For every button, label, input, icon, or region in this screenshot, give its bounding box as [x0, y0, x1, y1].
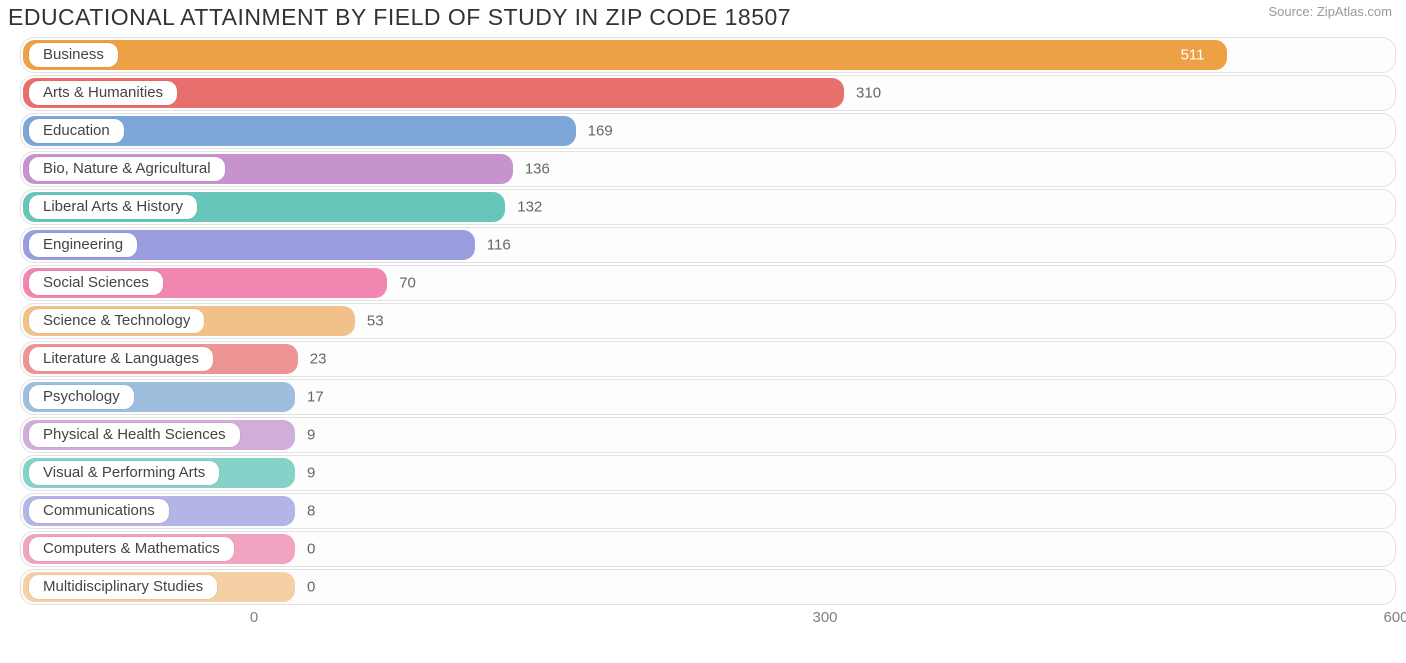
- category-pill: Liberal Arts & History: [29, 195, 197, 219]
- source-credit: Source: ZipAtlas.com: [1268, 4, 1392, 19]
- bar-row: Arts & Humanities 310: [8, 75, 1398, 111]
- bar-value: 0: [307, 541, 315, 558]
- category-pill: Arts & Humanities: [29, 81, 177, 105]
- bar-fill: [23, 40, 1227, 70]
- category-pill: Communications: [29, 499, 169, 523]
- category-pill: Computers & Mathematics: [29, 537, 234, 561]
- category-pill: Social Sciences: [29, 271, 163, 295]
- bar-value: 132: [517, 199, 542, 216]
- x-tick: 0: [250, 609, 258, 626]
- category-pill: Bio, Nature & Agricultural: [29, 157, 225, 181]
- category-pill: Engineering: [29, 233, 137, 257]
- bar-value: 17: [307, 389, 324, 406]
- bar-row: Liberal Arts & History 132: [8, 189, 1398, 225]
- category-pill: Education: [29, 119, 124, 143]
- bar-value: 511: [1181, 47, 1384, 64]
- bar-row: Bio, Nature & Agricultural 136: [8, 151, 1398, 187]
- x-tick: 600: [1383, 609, 1406, 626]
- category-pill: Science & Technology: [29, 309, 204, 333]
- bar-value: 169: [588, 123, 613, 140]
- source-name: ZipAtlas.com: [1317, 4, 1392, 19]
- bar-row: Computers & Mathematics 0: [8, 531, 1398, 567]
- category-pill: Multidisciplinary Studies: [29, 575, 217, 599]
- category-pill: Visual & Performing Arts: [29, 461, 219, 485]
- source-label: Source:: [1268, 4, 1316, 19]
- bar-row: Engineering 116: [8, 227, 1398, 263]
- bar-value: 53: [367, 313, 384, 330]
- bar-chart: Business 511 Arts & Humanities 310 Education…: [8, 37, 1398, 663]
- bar-row: Education 169: [8, 113, 1398, 149]
- chart-title: EDUCATIONAL ATTAINMENT BY FIELD OF STUDY…: [8, 4, 791, 31]
- bar-value: 70: [399, 275, 416, 292]
- bar-row: Communications 8: [8, 493, 1398, 529]
- bar-row: Literature & Languages 23: [8, 341, 1398, 377]
- bar-row: Visual & Performing Arts 9: [8, 455, 1398, 491]
- bar-row: Physical & Health Sciences 9: [8, 417, 1398, 453]
- bar-row: Science & Technology 53: [8, 303, 1398, 339]
- category-pill: Business: [29, 43, 118, 67]
- bar-row: Business 511: [8, 37, 1398, 73]
- category-pill: Literature & Languages: [29, 347, 213, 371]
- category-pill: Physical & Health Sciences: [29, 423, 240, 447]
- bar-value: 310: [856, 85, 881, 102]
- bar-value: 0: [307, 579, 315, 596]
- bar-row: Psychology 17: [8, 379, 1398, 415]
- x-tick: 300: [812, 609, 837, 626]
- x-axis: 0300600: [8, 609, 1398, 633]
- bar-value: 8: [307, 503, 315, 520]
- category-pill: Psychology: [29, 385, 134, 409]
- bar-value: 116: [487, 237, 511, 254]
- bar-value: 23: [310, 351, 327, 368]
- bar-row: Multidisciplinary Studies 0: [8, 569, 1398, 605]
- bar-value: 9: [307, 465, 315, 482]
- bar-row: Social Sciences 70: [8, 265, 1398, 301]
- bar-value: 136: [525, 161, 550, 178]
- bar-value: 9: [307, 427, 315, 444]
